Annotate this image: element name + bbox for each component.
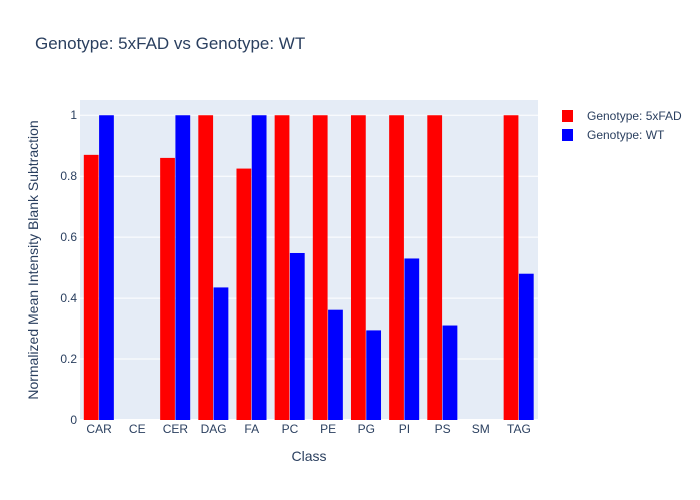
legend-item[interactable]: Genotype: 5xFAD [557, 106, 682, 125]
y-tick-label: 0.6 [60, 230, 77, 244]
legend-item[interactable]: Genotype: WT [557, 125, 682, 144]
bar-pi-series-1[interactable] [389, 115, 404, 420]
x-tick-label: TAG [507, 422, 531, 436]
bar-fa-series-2[interactable] [251, 115, 267, 420]
y-tick-label: 0.2 [60, 352, 77, 366]
legend-swatch [562, 109, 573, 122]
chart-title: Genotype: 5xFAD vs Genotype: WT [35, 34, 306, 53]
bar-cer-series-2[interactable] [175, 115, 191, 420]
x-tick-label: SM [472, 422, 490, 436]
bars [83, 115, 534, 420]
bar-pi-series-2[interactable] [404, 258, 420, 420]
x-tick-label: PI [399, 422, 410, 436]
x-tick-label: PE [320, 422, 336, 436]
grid-lines [80, 114, 538, 421]
y-tick-label: 0.8 [60, 169, 77, 183]
bar-ps-series-2[interactable] [442, 325, 458, 420]
bar-fa-series-1[interactable] [236, 168, 252, 420]
x-tick-label: FA [244, 422, 259, 436]
x-tick-label: CER [163, 422, 189, 436]
bar-dag-series-1[interactable] [198, 115, 214, 420]
legend: Genotype: 5xFAD Genotype: WT [557, 106, 682, 144]
x-tick-labels: CAR CE CER DAG FA PC PE PG PI PS SM TAG [86, 422, 530, 436]
bar-pe-series-1[interactable] [312, 115, 328, 420]
bar-pg-series-1[interactable] [350, 115, 366, 420]
y-tick-labels: 0 0.2 0.4 0.6 0.8 1 [60, 108, 77, 427]
x-tick-label: CAR [86, 422, 112, 436]
bar-car-series-1[interactable] [83, 154, 99, 420]
x-tick-label: PS [435, 422, 451, 436]
x-axis-title: Class [291, 448, 326, 464]
y-tick-label: 1 [70, 108, 77, 122]
bar-tag-series-2[interactable] [518, 273, 534, 420]
legend-label: Genotype: 5xFAD [587, 108, 682, 123]
y-tick-label: 0.4 [60, 291, 77, 305]
bar-pe-series-2[interactable] [328, 309, 343, 420]
y-tick-label: 0 [70, 413, 77, 427]
bar-dag-series-2[interactable] [213, 287, 229, 420]
bar-ps-series-1[interactable] [427, 115, 443, 420]
legend-swatch [562, 128, 573, 141]
x-tick-label: PG [358, 422, 375, 436]
bar-tag-series-1[interactable] [503, 115, 519, 420]
bar-pc-series-1[interactable] [274, 115, 290, 420]
bar-pg-series-2[interactable] [366, 330, 382, 420]
x-tick-label: PC [282, 422, 299, 436]
x-tick-label: CE [129, 422, 146, 436]
bar-cer-series-1[interactable] [160, 157, 175, 420]
bar-car-series-2[interactable] [99, 115, 114, 420]
bar-pc-series-2[interactable] [289, 252, 305, 420]
y-axis-title: Normalized Mean Intensity Blank Subtract… [25, 120, 41, 399]
legend-label: Genotype: WT [587, 127, 665, 142]
x-tick-label: DAG [201, 422, 227, 436]
plot-background [80, 100, 538, 420]
